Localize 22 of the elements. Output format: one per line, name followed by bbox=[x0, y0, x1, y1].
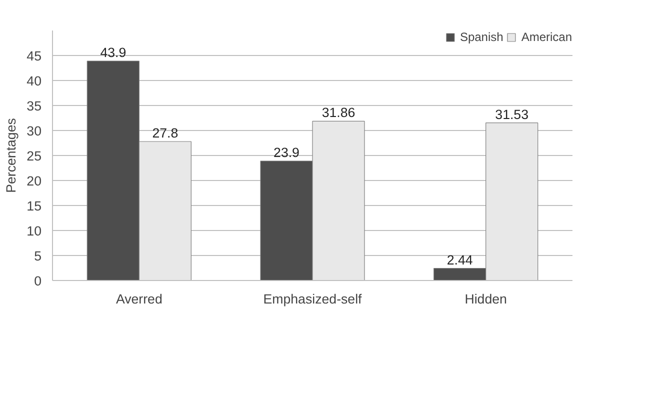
data-label: 43.9 bbox=[100, 45, 126, 60]
legend-label: Spanish bbox=[460, 30, 504, 44]
y-tick-label: 15 bbox=[26, 198, 42, 214]
legend-label: American bbox=[521, 30, 572, 44]
y-tick-label: 45 bbox=[26, 48, 42, 64]
x-tick-label: Emphasized-self bbox=[263, 292, 362, 306]
y-axis-title: Percentages bbox=[4, 118, 19, 193]
data-label: 31.53 bbox=[495, 106, 529, 122]
y-tick-label: 25 bbox=[26, 148, 42, 164]
y-tick-label: 35 bbox=[26, 98, 42, 114]
x-tick-label: Averred bbox=[116, 292, 162, 306]
y-tick-label: 5 bbox=[34, 248, 42, 264]
y-tick-label: 0 bbox=[34, 274, 42, 288]
data-label: 2.44 bbox=[446, 252, 474, 268]
x-tick-label: Hidden bbox=[464, 292, 507, 306]
y-tick-label: 20 bbox=[26, 174, 42, 188]
y-tick-label: 40 bbox=[26, 74, 42, 88]
data-label: 31.86 bbox=[322, 105, 356, 120]
y-tick-label: 10 bbox=[26, 224, 42, 238]
data-label: 23.9 bbox=[274, 145, 300, 160]
data-label: 27.8 bbox=[152, 126, 178, 140]
y-tick-label: 30 bbox=[26, 124, 42, 138]
